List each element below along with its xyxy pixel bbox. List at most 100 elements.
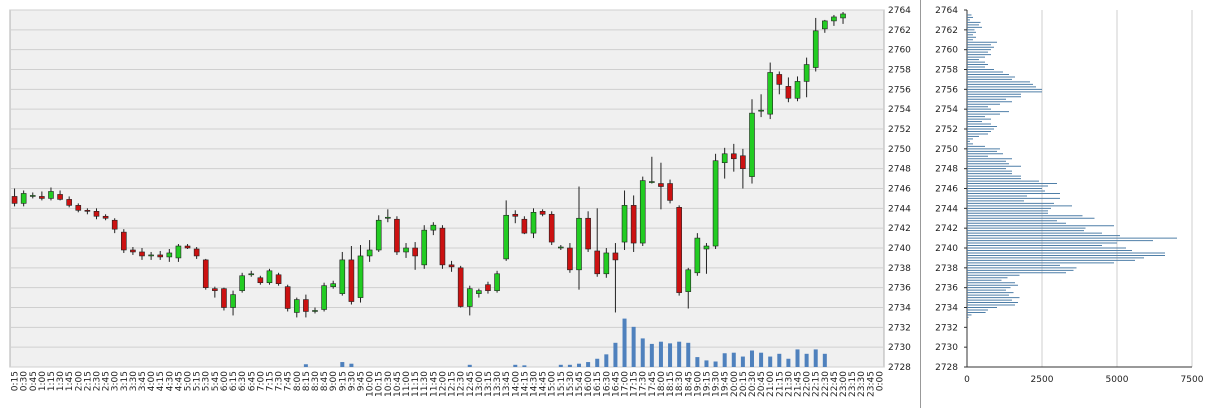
y-tick-label: 2756 <box>888 85 911 95</box>
x-tick-label: 20:15 <box>739 371 749 397</box>
y-tick-label: 2746 <box>935 185 958 195</box>
candle-body <box>558 246 564 249</box>
candle-body <box>703 245 710 250</box>
candle-body <box>48 191 54 199</box>
x-tick-label: 21:15 <box>775 371 785 397</box>
y-tick-label: 2760 <box>888 46 911 56</box>
x-tick-label: 16:00 <box>584 371 594 397</box>
y-tick-label: 2734 <box>935 304 958 314</box>
x-tick-label: 0:00 <box>875 371 885 391</box>
volume-bar <box>822 353 827 367</box>
x-tick-label: 3:15 <box>120 371 130 391</box>
candle-body <box>121 231 127 251</box>
x-tick-label: 5:15 <box>193 371 203 391</box>
candle-body <box>485 284 491 291</box>
x-tick-label: 8:00 <box>293 371 303 391</box>
candle-body <box>111 219 118 230</box>
x-tick-label: 12:00 <box>438 371 448 397</box>
x-tick-label: 13:30 <box>493 371 503 397</box>
volume-bar <box>759 352 764 367</box>
candle-body <box>102 215 109 219</box>
candle-body <box>293 299 300 313</box>
candle-body <box>239 275 245 291</box>
x-tick-label: 10:15 <box>375 371 385 397</box>
x-tick-label: 20:45 <box>757 371 767 397</box>
candle-body <box>594 250 601 275</box>
candle-body <box>430 224 437 231</box>
y-tick-label: 2736 <box>888 284 911 294</box>
candle-body <box>721 153 728 164</box>
candle-body <box>29 195 36 197</box>
candle-body <box>548 213 555 243</box>
candlestick-chart: 2728 2730 2732 2734 2736 2738 2740 2742 2744 2746… <box>9 6 911 397</box>
candle-body <box>66 199 72 206</box>
x-tick-label: 7:00 <box>256 371 266 391</box>
candle-body <box>130 249 136 253</box>
candle-body <box>712 160 719 247</box>
x-tick-label: 6:45 <box>247 371 257 391</box>
x-tick-label: 5:00 <box>184 371 194 391</box>
candle-body <box>202 259 209 288</box>
x-tick-label: 21:00 <box>766 371 776 397</box>
volume-bar <box>340 362 345 367</box>
x-tick-label: 17:45 <box>648 371 658 397</box>
volume-bar <box>577 363 582 367</box>
y-tick-label: 2764 <box>935 6 958 16</box>
x-tick-label: 4:45 <box>174 371 184 391</box>
x-tick-label: 16:45 <box>611 371 621 397</box>
x-tick-label: 8:45 <box>320 371 330 391</box>
y-tick-label: 2754 <box>935 105 958 115</box>
candle-body <box>676 207 682 293</box>
x-tick-label: 13:15 <box>484 371 494 397</box>
volume-bar <box>731 352 736 367</box>
candle-body <box>303 299 309 312</box>
volume-bar <box>303 364 308 367</box>
x-tick-label: 23:45 <box>866 371 876 397</box>
volume-bar <box>349 363 354 367</box>
candle-body <box>585 217 591 250</box>
x-tick-label: 3:30 <box>129 371 139 391</box>
y-tick-label: 2754 <box>888 105 911 115</box>
y-tick-label: 2732 <box>888 323 911 333</box>
x-tick-label: 9:15 <box>338 371 348 391</box>
x-tick-label: 15:45 <box>575 371 585 397</box>
x-tick-label: 0:30 <box>20 371 30 391</box>
x-tick-label: 22:30 <box>821 371 831 397</box>
x-tick-label: 20:30 <box>748 371 758 397</box>
x-tick-label: 18:15 <box>666 371 676 397</box>
x-tick-label: 5:30 <box>202 371 212 391</box>
x-tick-label: 7500 <box>1181 375 1204 385</box>
volume-bar <box>668 343 673 367</box>
y-tick-label: 2756 <box>935 85 958 95</box>
y-tick-label: 2752 <box>888 125 911 135</box>
x-tick-label: 17:00 <box>621 371 631 397</box>
x-tick-label: 12:30 <box>457 371 467 397</box>
candle-body <box>248 273 255 276</box>
volume-bar <box>704 360 709 367</box>
x-tick-label: 13:45 <box>502 371 512 397</box>
x-tick-label: 0:15 <box>11 371 21 391</box>
y-tick-label: 2758 <box>888 66 911 76</box>
volume-bar <box>713 361 718 367</box>
volume-bar <box>813 349 818 367</box>
x-tick-label: 22:15 <box>812 371 822 397</box>
x-tick-label: 0:45 <box>29 371 39 391</box>
y-tick-label: 2730 <box>888 343 911 353</box>
x-tick-label: 4:30 <box>165 371 175 391</box>
volume-bar <box>631 326 636 367</box>
x-tick-label: 23:00 <box>839 371 849 397</box>
x-tick-label: 10:30 <box>384 371 394 397</box>
x-tick-label: 14:30 <box>529 371 539 397</box>
candle-body <box>212 288 218 291</box>
x-tick-label: 9:00 <box>329 371 339 391</box>
x-tick-label: 4:00 <box>147 371 157 391</box>
candle-body <box>794 81 801 99</box>
x-tick-label: 15:30 <box>566 371 576 397</box>
y-tick-label: 2744 <box>888 204 911 214</box>
x-tick-label: 9:30 <box>347 371 357 391</box>
x-tick-label: 15:00 <box>548 371 558 397</box>
volume-bar <box>740 356 745 367</box>
y-tick-label: 2748 <box>935 165 958 175</box>
y-tick-label: 2742 <box>888 224 911 234</box>
candle-body <box>740 155 746 169</box>
